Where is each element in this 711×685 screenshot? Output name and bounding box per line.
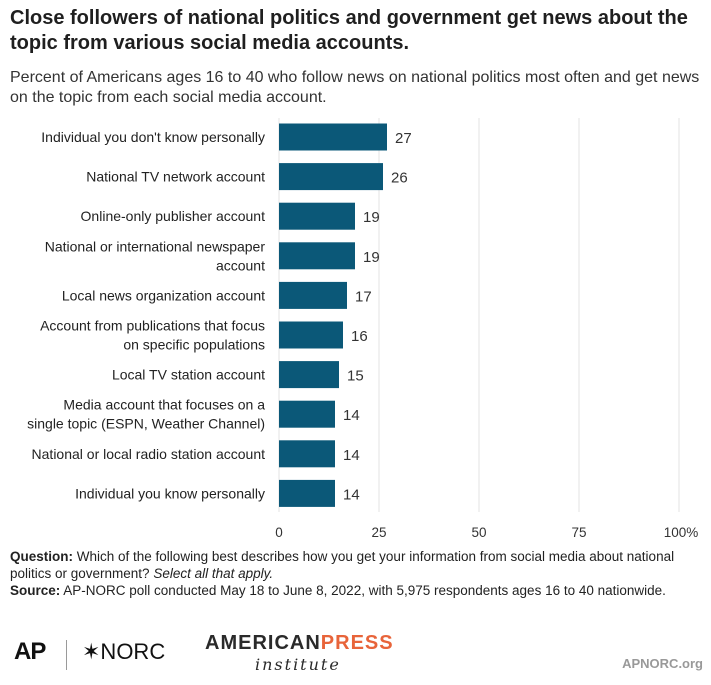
value-label: 17 <box>355 288 372 305</box>
chart-subtitle: Percent of Americans ages 16 to 40 who f… <box>10 69 700 106</box>
category-label: Media account that focuses on a single to… <box>27 397 265 432</box>
api-logo-american: AMERICAN <box>205 632 321 654</box>
bar <box>279 202 355 230</box>
bar <box>279 400 335 428</box>
source-label: Source: <box>10 583 61 598</box>
value-label: 15 <box>347 368 364 385</box>
category-label: Online-only publisher account <box>81 208 266 224</box>
bar <box>279 440 335 468</box>
chart-title: Close followers of national politics and… <box>10 7 688 54</box>
category-label: National or international newspaper accou… <box>45 238 266 273</box>
chart-notes: Question: Which of the following best de… <box>10 548 705 599</box>
bar <box>279 321 343 349</box>
site-link[interactable]: APNORC.org <box>622 656 703 671</box>
question-text: Which of the following best describes ho… <box>10 549 675 581</box>
value-label: 14 <box>343 486 360 503</box>
bar <box>279 281 347 309</box>
american-press-institute-logo: AMERICANPRESS institute <box>205 632 393 674</box>
logo-divider <box>66 640 67 670</box>
logo-bar: AP ✶NORC AMERICANPRESS institute APNORC.… <box>0 628 711 685</box>
category-label: National or local radio station account <box>32 446 266 462</box>
value-label: 14 <box>343 407 360 424</box>
category-label: Individual you don't know personally <box>41 129 265 145</box>
x-tick-label: 75 <box>571 525 586 540</box>
source-note: Source: AP-NORC poll conducted May 18 to… <box>10 582 705 599</box>
question-note: Question: Which of the following best de… <box>10 548 705 582</box>
api-logo-institute: institute <box>255 655 341 674</box>
value-label: 14 <box>343 447 360 464</box>
value-label: 26 <box>391 170 408 187</box>
question-label: Question: <box>10 549 73 564</box>
value-label: 27 <box>395 130 412 147</box>
bar-chart: Individual you don't know personally 27 Na… <box>27 118 699 540</box>
ap-logo: AP <box>14 638 46 665</box>
value-label: 19 <box>363 209 380 226</box>
category-label: Account from publications that focus on s… <box>40 318 265 353</box>
x-tick-label: 25 <box>371 525 386 540</box>
category-label: National TV network account <box>86 169 265 185</box>
bar <box>279 163 383 191</box>
bar <box>279 361 339 389</box>
bar <box>279 479 335 507</box>
bar <box>279 123 387 151</box>
value-label: 19 <box>363 249 380 266</box>
x-tick-label: 50 <box>471 525 486 540</box>
x-tick-label: 100% <box>664 525 699 540</box>
category-label: Local TV station account <box>112 367 265 383</box>
category-label: Local news organization account <box>62 287 265 303</box>
question-emphasis: Select all that apply. <box>153 566 274 581</box>
norc-logo: ✶NORC <box>82 639 166 664</box>
source-text: AP-NORC poll conducted May 18 to June 8,… <box>63 583 666 598</box>
value-label: 16 <box>351 328 368 345</box>
category-label: Individual you know personally <box>75 485 265 501</box>
api-logo-top: AMERICANPRESS <box>205 632 393 655</box>
x-tick-label: 0 <box>275 525 283 540</box>
api-logo-press: PRESS <box>320 632 394 654</box>
bar <box>279 242 355 270</box>
